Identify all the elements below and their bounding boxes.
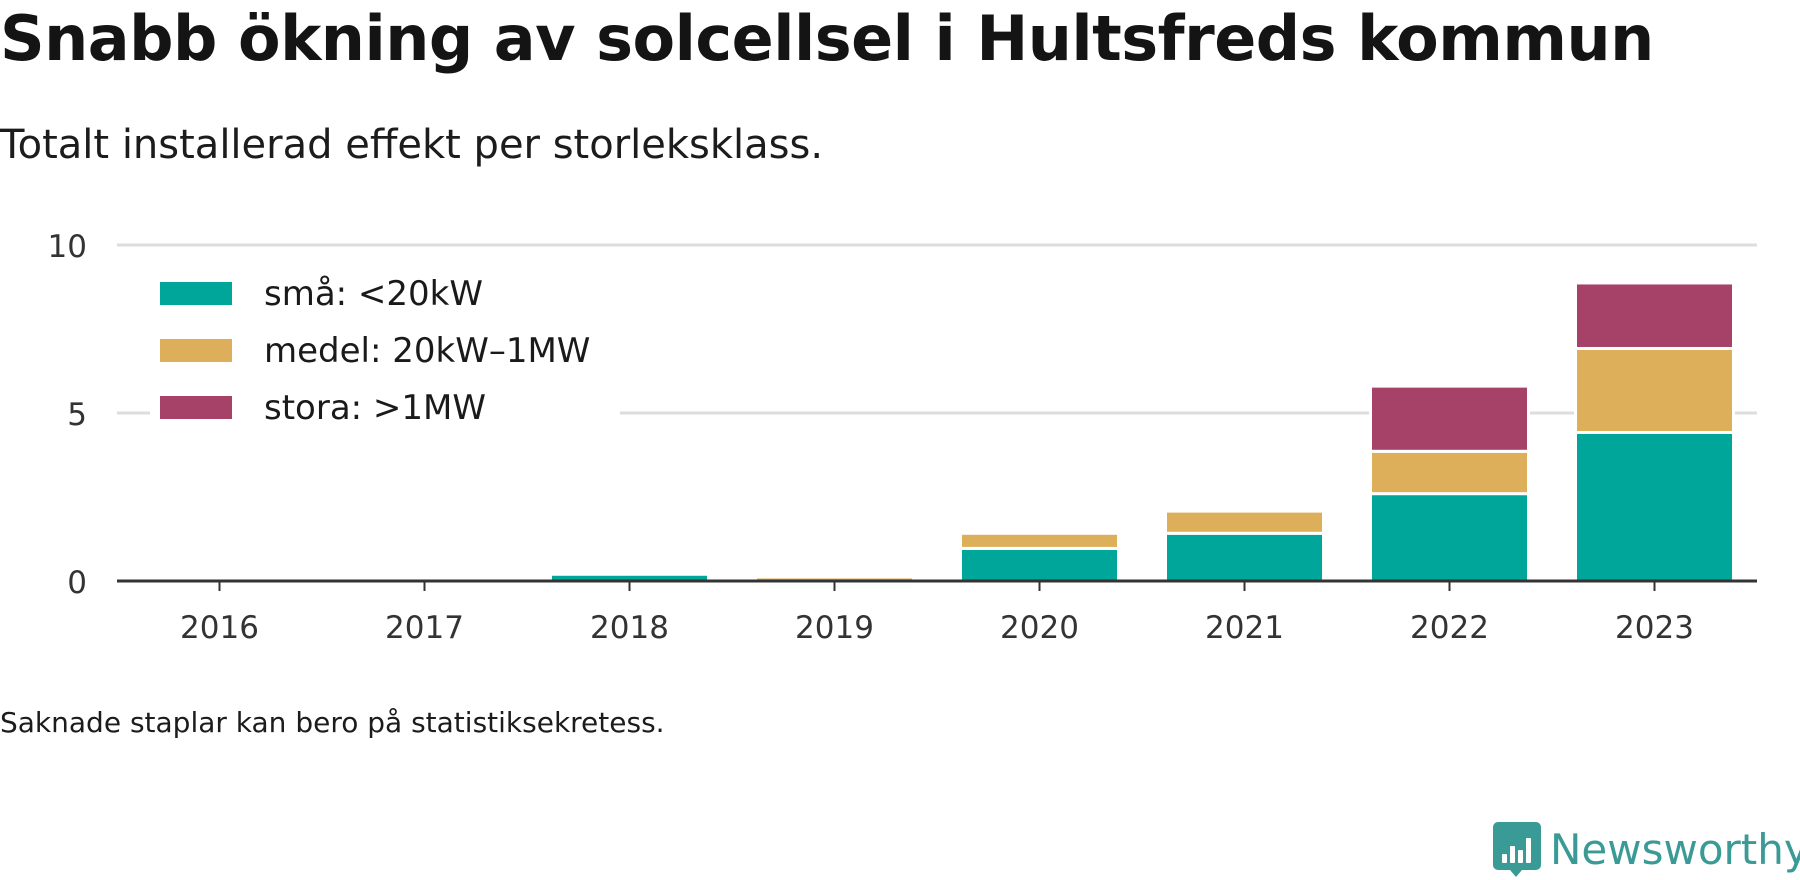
x-tick-label: 2023: [1615, 610, 1694, 646]
legend-swatch: [160, 339, 232, 362]
legend-swatch: [160, 282, 232, 305]
bar-segment: [1369, 449, 1530, 496]
footnote: Saknade staplar kan bero på statistiksek…: [0, 706, 665, 739]
bar-segment: [1164, 509, 1325, 535]
bar-segment: [1574, 430, 1735, 583]
bar-segment: [1574, 346, 1735, 434]
y-tick-label: 10: [48, 229, 87, 265]
bar-segment: [959, 546, 1120, 583]
y-tick-label: 5: [67, 397, 87, 433]
x-tick-label: 2018: [590, 610, 669, 646]
x-tick-label: 2016: [180, 610, 259, 646]
x-tick-label: 2019: [795, 610, 874, 646]
legend-label: medel: 20kW–1MW: [264, 331, 590, 371]
bar-segment: [1369, 492, 1530, 583]
bar-segment: [959, 531, 1120, 550]
x-tick-label: 2022: [1410, 610, 1489, 646]
newsworthy-chart-icon: [1493, 822, 1541, 877]
x-tick-label: 2021: [1205, 610, 1284, 646]
chart-title: Snabb ökning av solcellsel i Hultsfreds …: [0, 2, 1654, 75]
chart-subtitle: Totalt installerad effekt per storlekskl…: [0, 122, 824, 168]
legend-swatch: [160, 396, 232, 419]
x-tick-label: 2020: [1000, 610, 1079, 646]
bar-segment: [1369, 384, 1530, 453]
newsworthy-logo: Newsworthy: [1492, 818, 1800, 880]
stacked-bar-chart: 0 5 10 2016 2017 2018 2019 2020 2021 2022 2023 små:…: [48, 229, 1757, 646]
bar-segment: [1164, 531, 1325, 583]
brand-name: Newsworthy: [1550, 824, 1800, 874]
y-tick-label: 0: [67, 565, 87, 601]
legend-label: stora: >1MW: [264, 388, 486, 428]
x-tick-label: 2017: [385, 610, 464, 646]
bar-segment: [1574, 281, 1735, 350]
legend-label: små: <20kW: [264, 274, 483, 314]
